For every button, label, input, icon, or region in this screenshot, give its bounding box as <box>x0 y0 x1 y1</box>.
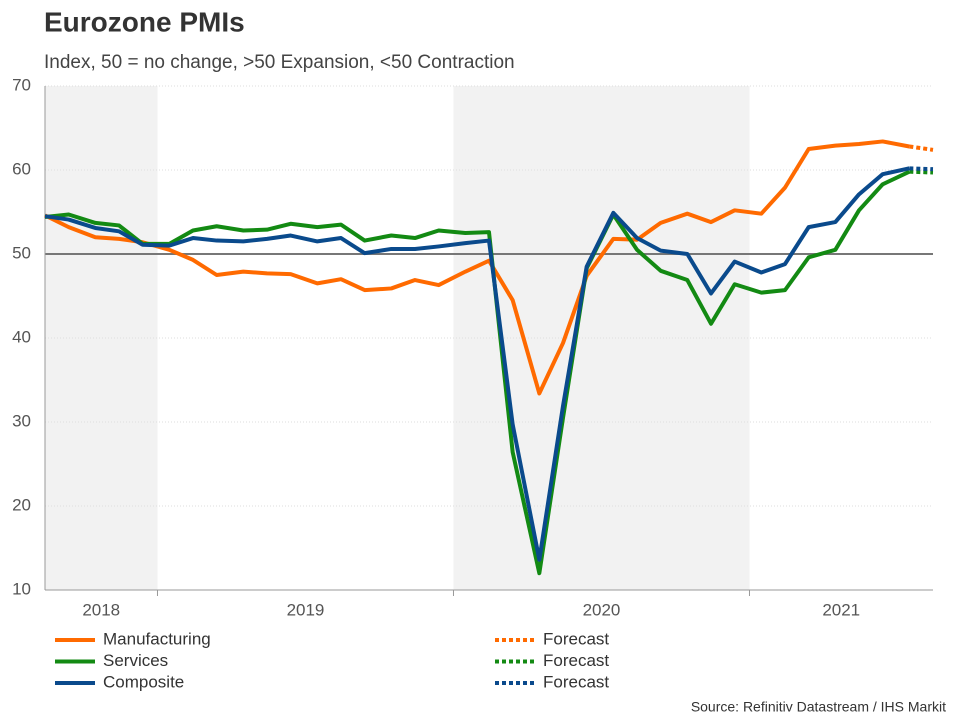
x-tick-label: 2019 <box>287 600 325 619</box>
forecast-line <box>909 144 934 152</box>
chart-subtitle: Index, 50 = no change, >50 Expansion, <5… <box>44 52 515 73</box>
series-line <box>44 166 910 562</box>
x-tick-label: 2021 <box>822 600 860 619</box>
forecast-line <box>909 166 934 172</box>
y-tick-label: 10 <box>12 579 31 598</box>
source-note: Source: Refinitiv Datastream / IHS Marki… <box>691 699 946 715</box>
y-tick-label: 50 <box>12 243 31 262</box>
y-tick-label: 20 <box>12 495 31 514</box>
forecast-line <box>909 169 934 175</box>
y-tick-label: 70 <box>12 75 31 94</box>
legend-label: Forecast <box>543 629 609 648</box>
legend-label: Forecast <box>543 672 609 691</box>
shaded-period <box>45 86 158 590</box>
y-tick-label: 60 <box>12 159 31 178</box>
x-tick-label: 2020 <box>583 600 621 619</box>
series-line <box>44 139 910 396</box>
x-tick-label: 2018 <box>82 600 120 619</box>
chart-title: Eurozone PMIs <box>44 6 245 37</box>
y-tick-label: 40 <box>12 327 31 346</box>
y-tick-label: 30 <box>12 411 31 430</box>
legend-label: Composite <box>103 672 184 691</box>
legend-label: Services <box>103 651 168 670</box>
legend-label: Forecast <box>543 651 609 670</box>
legend-label: Manufacturing <box>103 629 211 648</box>
series-line <box>44 169 911 576</box>
